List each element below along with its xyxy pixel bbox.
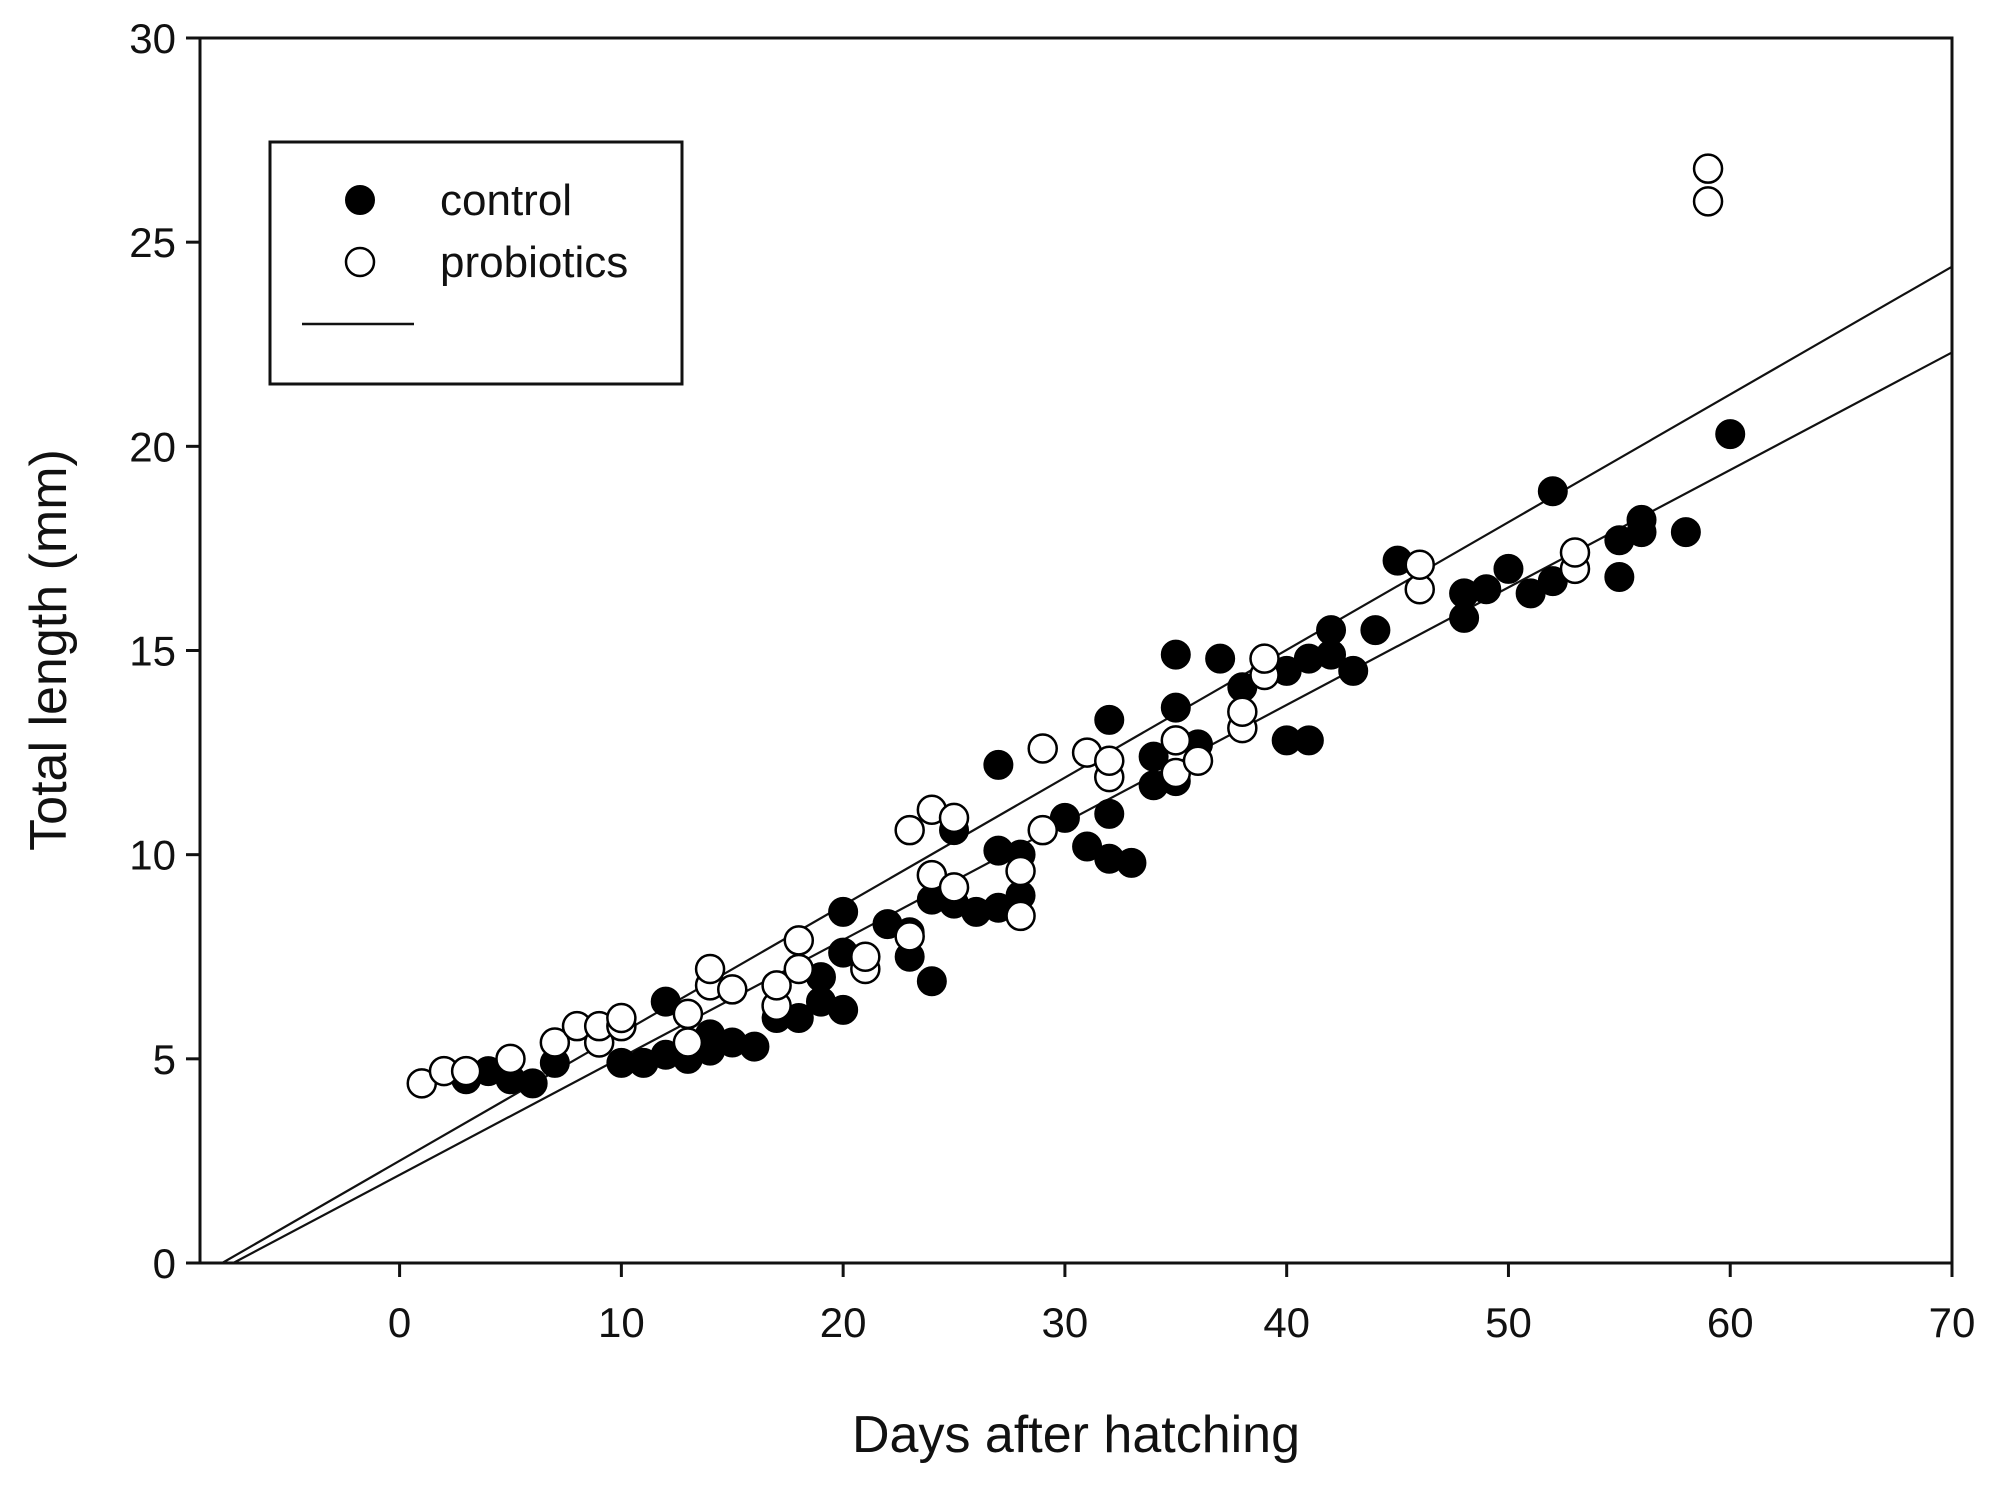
probiotics-point [606, 1002, 637, 1034]
control-point [1604, 562, 1635, 592]
x-tick-label: 60 [1707, 1299, 1754, 1346]
control-point [1094, 798, 1125, 829]
probiotics-point [1559, 537, 1591, 568]
probiotics-point [1249, 643, 1280, 674]
control-point [1138, 741, 1169, 772]
x-tick-label: 50 [1485, 1299, 1532, 1346]
control-point [1360, 615, 1391, 646]
y-tick-label: 25 [129, 219, 176, 266]
probiotics-point [894, 921, 925, 952]
control-point [1493, 553, 1524, 584]
probiotics-point [672, 998, 704, 1030]
probiotics-point [1182, 745, 1214, 776]
regression-line [232, 351, 1953, 1264]
probiotics-point [938, 872, 970, 903]
control-point [1316, 615, 1347, 646]
control-point [1471, 574, 1502, 605]
y-tick-label: 20 [129, 423, 176, 470]
control-point [1205, 643, 1236, 674]
legend-marker-control [345, 185, 375, 215]
control-point [1293, 725, 1324, 756]
x-tick-label: 10 [598, 1299, 645, 1346]
probiotics-point [1160, 725, 1192, 756]
x-axis-title: Days after hatching [852, 1406, 1300, 1464]
probiotics-point [783, 925, 815, 956]
control-point [1160, 692, 1191, 723]
series-probiotics-points [406, 153, 1724, 1099]
control-point [1715, 419, 1746, 450]
control-point [739, 1031, 770, 1062]
legend-marker-probiotics [344, 246, 376, 278]
x-tick-label: 20 [820, 1299, 867, 1346]
probiotics-point [1005, 900, 1036, 932]
probiotics-point [938, 802, 970, 834]
probiotics-point [894, 814, 925, 846]
control-point [983, 749, 1014, 780]
control-point [1537, 476, 1568, 507]
control-point [916, 966, 947, 997]
probiotics-point [495, 1043, 526, 1075]
probiotics-point [783, 953, 815, 985]
probiotics-point [717, 974, 748, 1005]
probiotics-point [694, 953, 726, 985]
probiotics-point [539, 1027, 571, 1058]
legend-label-probiotics: probiotics [440, 238, 628, 287]
x-tick-label: 0 [388, 1299, 411, 1346]
x-tick-label: 30 [1042, 1299, 1089, 1346]
legend: control probiotics [268, 140, 684, 386]
legend-box [268, 140, 684, 386]
x-tick-label: 70 [1929, 1299, 1976, 1346]
probiotics-point [1227, 696, 1258, 727]
y-axis-title: Total length (mm) [20, 449, 78, 851]
control-point [1670, 517, 1701, 548]
probiotics-point [850, 941, 881, 972]
probiotics-point [1404, 549, 1435, 580]
y-tick-label: 10 [129, 832, 176, 879]
control-point [828, 896, 859, 927]
control-point [1338, 655, 1369, 686]
control-point [1116, 847, 1147, 878]
probiotics-point [1692, 153, 1724, 184]
y-tick-label: 0 [153, 1240, 176, 1287]
probiotics-point [672, 1027, 704, 1058]
probiotics-point [1094, 745, 1125, 776]
x-axis-ticks: 0 10 20 30 40 50 60 70 [388, 1263, 1975, 1346]
x-tick-label: 40 [1263, 1299, 1310, 1346]
probiotics-point [1027, 814, 1058, 846]
control-point [1626, 504, 1657, 535]
control-point [828, 994, 859, 1025]
probiotics-point [1027, 733, 1058, 764]
probiotics-point [450, 1055, 482, 1087]
legend-label-control: control [440, 176, 572, 225]
probiotics-point [761, 970, 792, 1001]
probiotics-point [1692, 186, 1724, 217]
control-point [517, 1068, 548, 1099]
y-tick-label: 30 [129, 15, 176, 62]
y-tick-label: 5 [153, 1036, 176, 1083]
y-tick-label: 15 [129, 628, 176, 675]
y-axis-ticks: 0 5 10 15 20 25 30 [129, 15, 200, 1287]
probiotics-point [1005, 855, 1036, 887]
control-point [1160, 639, 1191, 670]
control-point [1094, 704, 1125, 735]
